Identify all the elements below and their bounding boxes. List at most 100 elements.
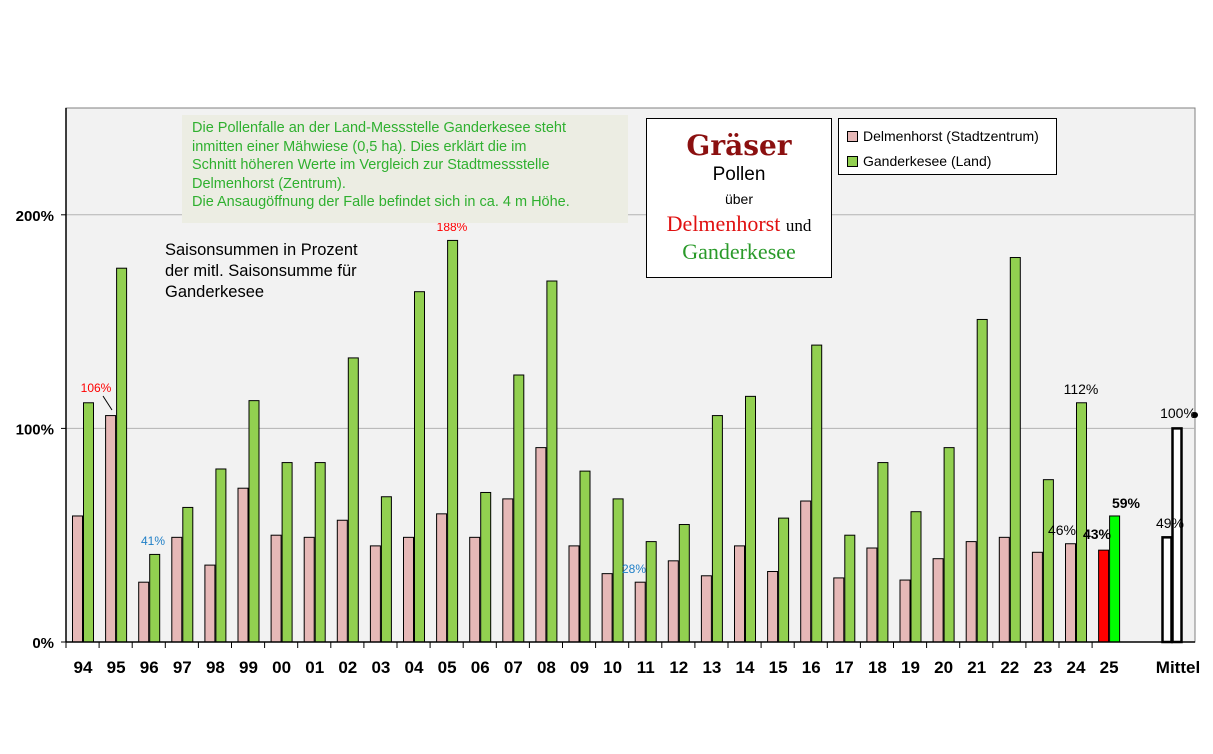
title-ganderkesee: Ganderkesee	[682, 239, 796, 264]
bar-delmenhorst-25	[1098, 549, 1110, 643]
bar-delmenhorst-01	[303, 536, 315, 643]
bar-delmenhorst-14	[734, 545, 745, 643]
x-tick-label: 94	[74, 658, 93, 677]
legend-swatch-delmenhorst	[847, 130, 858, 142]
bar-delmenhorst-99	[237, 487, 249, 643]
bar-ganderkesee-98	[215, 468, 227, 643]
bar-ganderkesee-01	[314, 462, 326, 643]
bar-delmenhorst-16	[800, 500, 812, 643]
x-tick-label: 18	[868, 658, 887, 677]
bar-ganderkesee-02	[347, 357, 359, 643]
subtitle-line: Saisonsummen in Prozent	[165, 241, 358, 259]
data-label-marker	[1192, 412, 1198, 418]
bar-ganderkesee-20	[943, 447, 955, 643]
note-line: Schnitt höheren Werte im Vergleich zur S…	[192, 157, 550, 173]
x-tick-label: 20	[934, 658, 953, 677]
bar-ganderkesee-95	[116, 267, 128, 643]
x-tick-label: 15	[769, 658, 788, 677]
bar-delmenhorst-09	[568, 545, 580, 643]
bar-delmenhorst-03	[369, 545, 381, 643]
bar-ganderkesee-12	[678, 524, 690, 643]
x-tick-label: 99	[239, 658, 258, 677]
bar-ganderkesee-22	[1009, 257, 1021, 643]
bar-ganderkesee-11	[645, 541, 657, 643]
bar-ganderkesee-25	[1109, 515, 1121, 643]
bar-delmenhorst-08	[535, 447, 547, 643]
subtitle-line: Ganderkesee	[165, 283, 265, 301]
data-label: 188%	[437, 220, 468, 234]
title-graeser: Gräser	[686, 129, 792, 162]
bar-delmenhorst-06	[469, 536, 481, 643]
x-tick-label: 12	[669, 658, 688, 677]
bar-delmenhorst-10	[601, 573, 613, 643]
x-tick-label: 00	[272, 658, 291, 677]
x-tick-label: 17	[835, 658, 854, 677]
data-label-leader	[102, 395, 113, 411]
bar-delmenhorst-95	[105, 415, 117, 643]
title-line-delmenhorst: Delmenhorst und	[647, 211, 831, 239]
bar-delmenhorst-21	[965, 541, 977, 643]
bar-ganderkesee-00	[281, 462, 293, 643]
x-tick-label: 14	[736, 658, 755, 677]
note-line: Die Pollenfalle an der Land-Messstelle G…	[192, 120, 566, 136]
title-ueber: über	[724, 191, 754, 207]
info-note: Die Pollenfalle an der Land-Messstelle G…	[182, 115, 628, 223]
chart-title-box: Gräser Pollen über Delmenhorst und Gande…	[646, 118, 832, 278]
bar-delmenhorst-05	[436, 513, 448, 643]
x-tick-label: 22	[1000, 658, 1019, 677]
bar-ganderkesee-09	[579, 470, 591, 643]
bar-ganderkesee-24	[1076, 402, 1087, 643]
data-label: 49%	[1156, 515, 1184, 531]
x-tick-label: 09	[570, 658, 589, 677]
bar-ganderkesee-14	[745, 395, 756, 643]
data-label: 112%	[1064, 381, 1099, 397]
x-tick-label: 16	[802, 658, 821, 677]
bar-ganderkesee-94	[83, 402, 94, 643]
x-tick-label: 25	[1100, 658, 1119, 677]
title-delmenhorst: Delmenhorst	[666, 211, 781, 236]
bar-delmenhorst-22	[998, 536, 1010, 643]
bar-delmenhorst-15	[767, 571, 779, 643]
data-label: 100%	[1160, 405, 1196, 421]
data-label: 46%	[1048, 522, 1076, 538]
x-tick-label: 11	[637, 658, 655, 677]
bar-ganderkesee-99	[248, 400, 260, 643]
bar-delmenhorst-94	[72, 515, 83, 643]
bar-delmenhorst-Mittel	[1161, 536, 1173, 644]
x-tick-label: 07	[504, 658, 523, 677]
x-tick-label: 03	[371, 658, 390, 677]
x-tick-label: 06	[471, 658, 490, 677]
y-tick-label: 100%	[16, 421, 54, 438]
bar-delmenhorst-07	[502, 498, 514, 643]
data-label: 106%	[81, 381, 112, 395]
data-label: 59%	[1112, 495, 1141, 511]
bar-delmenhorst-96	[138, 581, 150, 643]
x-tick-label: 23	[1033, 658, 1052, 677]
bar-ganderkesee-16	[811, 344, 823, 643]
x-tick-label: 95	[107, 658, 126, 677]
x-tick-label: 08	[537, 658, 556, 677]
bar-delmenhorst-98	[204, 564, 216, 643]
x-tick-label: 10	[603, 658, 622, 677]
x-tick-label: 24	[1067, 658, 1086, 677]
bar-delmenhorst-17	[833, 577, 845, 643]
bar-delmenhorst-19	[899, 579, 911, 643]
legend-item-ganderkesee: Ganderkesee (Land)	[847, 153, 991, 169]
legend-label-ganderkesee: Ganderkesee (Land)	[863, 153, 992, 169]
bar-ganderkesee-05	[447, 239, 459, 643]
bar-delmenhorst-24	[1065, 543, 1076, 643]
x-tick-label: 97	[173, 658, 192, 677]
bar-ganderkesee-Mittel	[1171, 427, 1183, 644]
x-tick-label: 05	[438, 658, 457, 677]
legend-item-delmenhorst: Delmenhorst (Stadtzentrum)	[847, 128, 1039, 144]
bar-delmenhorst-02	[336, 519, 348, 643]
title-und: und	[785, 216, 812, 235]
y-tick-label: 200%	[16, 208, 54, 225]
y-tick-label: 0%	[32, 635, 54, 652]
bar-ganderkesee-21	[976, 318, 988, 643]
legend-label-delmenhorst: Delmenhorst (Stadtzentrum)	[863, 128, 1039, 144]
note-line: Delmenhorst (Zentrum).	[192, 175, 346, 192]
bar-ganderkesee-07	[513, 374, 525, 643]
bar-ganderkesee-08	[546, 280, 558, 643]
